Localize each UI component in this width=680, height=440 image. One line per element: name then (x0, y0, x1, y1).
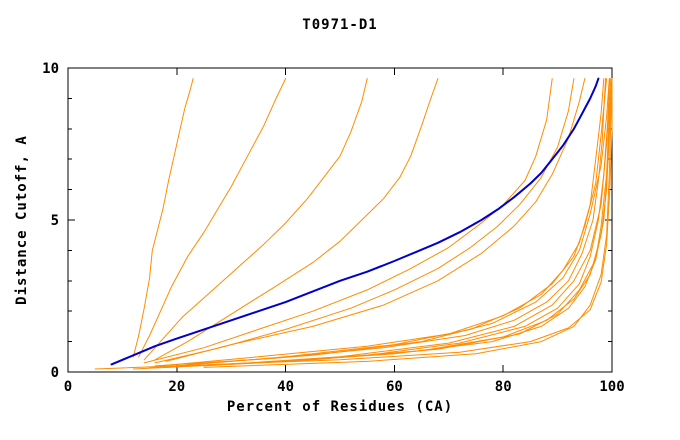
series-model-01 (132, 78, 194, 358)
series-model-14 (230, 78, 611, 365)
x-tick-label: 20 (168, 379, 185, 395)
series-model-09 (176, 78, 608, 367)
y-axis-label: Distance Cutoff, A (14, 135, 30, 305)
series-model-06 (154, 78, 575, 364)
series-model-02 (138, 78, 287, 358)
series-model-18 (154, 78, 606, 367)
series-model-16 (203, 78, 613, 368)
series-model-17 (94, 78, 613, 370)
x-axis-label: Percent of Residues (CA) (226, 399, 454, 415)
series-model-05 (143, 78, 553, 364)
y-tick-label: 10 (42, 61, 59, 77)
series-model-15 (132, 78, 613, 370)
x-tick-label: 0 (64, 379, 72, 395)
x-tick-label: 60 (386, 379, 403, 395)
series-model-11 (203, 78, 612, 367)
series-model-highlight (110, 77, 600, 366)
x-tick-label: 100 (599, 379, 624, 395)
series-model-10 (187, 78, 610, 365)
series-model-13 (165, 78, 613, 368)
chart-title: T0971-D1 (302, 17, 378, 33)
y-tick-label: 0 (51, 365, 59, 381)
series-model-07 (165, 78, 586, 362)
series-model-04 (154, 78, 439, 361)
x-tick-label: 40 (277, 379, 294, 395)
series-model-03 (143, 78, 368, 361)
y-tick-label: 5 (51, 213, 59, 229)
series-model-08 (160, 78, 605, 367)
x-tick-label: 80 (495, 379, 512, 395)
